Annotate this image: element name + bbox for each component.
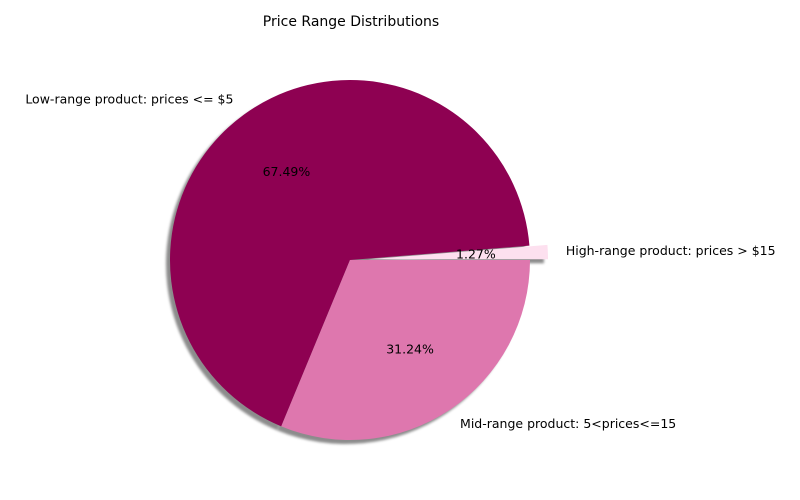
pie-slices xyxy=(169,79,548,440)
label-mid-range-product: Mid-range product: 5<prices<=15 xyxy=(460,416,676,431)
label-low-range-product: Low-range product: prices <= $5 xyxy=(25,91,233,106)
pct-label-high-range-product: 1.27% xyxy=(456,246,496,261)
chart-title: Price Range Distributions xyxy=(263,14,439,30)
label-high-range-product: High-range product: prices > $15 xyxy=(566,243,776,258)
pie-labels: High-range product: prices > $15 1.27% Low… xyxy=(25,91,775,431)
slice-mid-range-product xyxy=(281,260,530,440)
slice-high-range-product xyxy=(367,244,548,260)
slice-low-range-product xyxy=(169,79,530,427)
pct-label-mid-range-product: 31.24% xyxy=(386,341,434,356)
pct-label-low-range-product: 67.49% xyxy=(263,164,311,179)
